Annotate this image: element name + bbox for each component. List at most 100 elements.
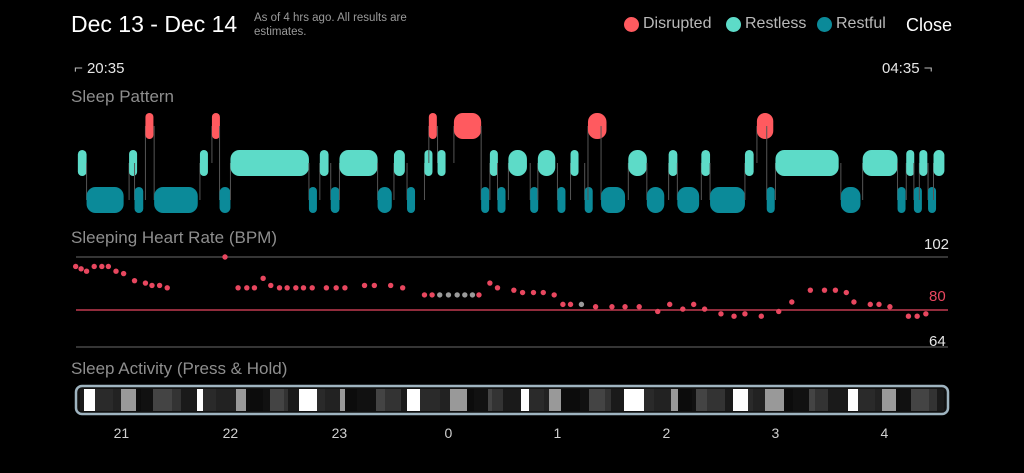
hr-point [691, 301, 697, 308]
hour-label: 3 [771, 425, 780, 441]
legend-label: Restless [745, 15, 807, 32]
activity-stripe [407, 389, 420, 411]
activity-stripe [236, 389, 246, 411]
sleep-segment-restless [628, 150, 647, 176]
hr-point [235, 285, 241, 291]
sleep-segment-disrupted [453, 113, 482, 139]
activity-stripe [911, 389, 929, 411]
sleep-activity-bar[interactable] [74, 384, 950, 416]
sleep-segment-restless [508, 150, 527, 176]
activity-stripe [385, 389, 401, 411]
activity-stripe [450, 389, 467, 411]
activity-stripe [858, 389, 875, 411]
hr-point [807, 287, 814, 293]
activity-stripe [467, 389, 474, 411]
sleep-segment-restful [557, 187, 566, 213]
sleep-segment-restless [393, 150, 405, 176]
activity-stripe [900, 389, 911, 411]
legend-label: Disrupted [643, 15, 712, 32]
hr-min-label: 64 [929, 333, 946, 350]
hr-point [540, 289, 546, 296]
hr-point [867, 301, 873, 308]
time-range-start: ⌐ 20:35 [74, 60, 124, 77]
activity-stripe [784, 389, 793, 411]
activity-stripe [544, 389, 549, 411]
activity-stripe [605, 389, 611, 411]
sleep-segment-restful [646, 187, 665, 213]
activity-stripe [299, 389, 317, 411]
sleep-segment-restful [584, 187, 593, 213]
hr-point [843, 289, 850, 296]
activity-stripe [440, 389, 450, 411]
hr-point [300, 285, 307, 291]
activity-stripe [503, 389, 521, 411]
sleep-segment-restless [933, 150, 945, 176]
sleep-segment-restless [199, 150, 208, 176]
sleep-segment-restful [481, 187, 490, 213]
hr-point [551, 292, 557, 298]
heart-rate-title: Sleeping Heart Rate (BPM) [71, 228, 277, 247]
hr-point [131, 277, 138, 284]
hr-point [421, 292, 428, 298]
sleep-segment-restful [913, 187, 922, 213]
hr-point [832, 287, 839, 293]
activity-stripe [671, 389, 678, 411]
sleep-segment-restful [497, 187, 506, 213]
hr-point [244, 285, 250, 291]
activity-stripe [136, 389, 141, 411]
hr-point [293, 285, 299, 291]
sleep-segment-restful [710, 187, 745, 213]
sleep-segment-restful [601, 187, 626, 213]
disrupted-dot-icon [624, 16, 639, 32]
hr-point [268, 282, 274, 289]
hr-point [251, 285, 258, 291]
time-end-label: 04:35 [882, 60, 920, 77]
hour-label: 22 [222, 425, 239, 441]
sleep-pattern-title: Sleep Pattern [71, 87, 175, 106]
hr-point [851, 299, 857, 305]
activity-stripe [733, 389, 748, 411]
sleep-segment-disrupted [428, 113, 437, 139]
activity-stripe [589, 389, 605, 411]
sleep-segment-restless [437, 150, 446, 176]
hr-point [361, 282, 368, 289]
hour-label: 21 [113, 425, 130, 441]
sleep-segment-restless [906, 150, 915, 176]
activity-stripe [345, 389, 357, 411]
activity-stripe [793, 389, 809, 411]
activity-stripe [748, 389, 753, 411]
activity-stripe [216, 389, 236, 411]
hr-point [323, 285, 330, 291]
activity-stripe [654, 389, 671, 411]
hr-point [120, 270, 127, 277]
activity-stripe [549, 389, 561, 411]
activity-stripe [376, 389, 385, 411]
hr-point [905, 313, 912, 319]
activity-stripe [753, 389, 765, 411]
hr-point [83, 268, 90, 274]
hr-point [387, 282, 394, 289]
activity-stripe [624, 389, 644, 411]
hr-point [742, 311, 748, 317]
hr-point [560, 301, 566, 308]
hr-point [718, 311, 724, 317]
activity-stripe [113, 389, 121, 411]
hr-point [333, 285, 339, 291]
sleep-segment-restful [928, 187, 937, 213]
sleep-segment-restful [86, 187, 124, 213]
activity-stripe [153, 389, 172, 411]
close-button[interactable]: Close [906, 15, 953, 35]
hr-point [469, 292, 476, 298]
activity-stripe [197, 389, 203, 411]
legend-label: Restful [836, 15, 886, 32]
hr-point [164, 285, 170, 291]
hr-point [342, 285, 348, 291]
activity-stripe [678, 389, 692, 411]
activity-stripe [340, 389, 345, 411]
activity-stripe [896, 389, 900, 411]
hr-point [78, 266, 84, 272]
activity-stripe [474, 389, 488, 411]
activity-stripe [707, 389, 725, 411]
activity-stripe [692, 389, 696, 411]
